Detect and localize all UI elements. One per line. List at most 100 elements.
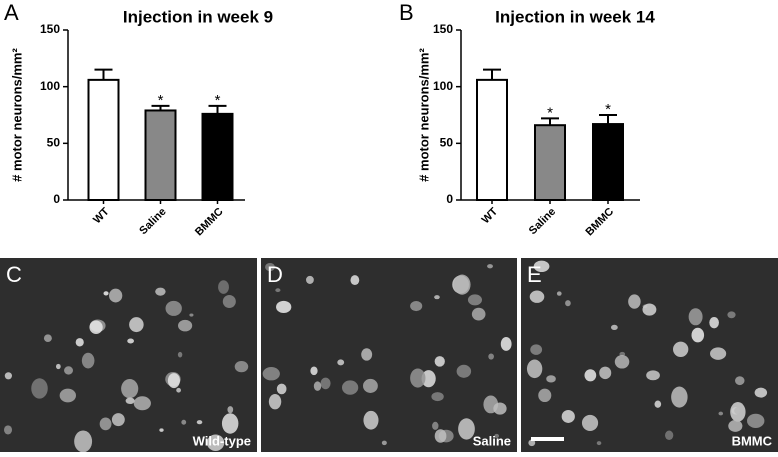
neuron bbox=[276, 383, 287, 395]
neuron bbox=[313, 381, 322, 391]
neuron bbox=[754, 387, 768, 398]
neuron bbox=[155, 287, 166, 296]
y-tick-label: 50 bbox=[47, 136, 61, 150]
bar bbox=[592, 123, 624, 201]
micrograph bbox=[261, 258, 517, 452]
neuron bbox=[181, 419, 187, 425]
significance-label: * bbox=[605, 101, 611, 118]
neuron bbox=[176, 387, 181, 393]
neuron bbox=[262, 366, 280, 381]
neuron bbox=[488, 353, 494, 360]
neuron bbox=[74, 430, 93, 453]
neuron bbox=[127, 338, 134, 344]
neuron bbox=[561, 409, 575, 423]
panel-label: B bbox=[399, 0, 414, 25]
x-tick-label: BMMC bbox=[193, 206, 226, 239]
neuron bbox=[320, 377, 331, 390]
neuron bbox=[234, 360, 249, 373]
panel-label: E bbox=[527, 262, 542, 287]
x-tick-label: Saline bbox=[137, 206, 168, 237]
neuron bbox=[341, 380, 359, 395]
neuron bbox=[99, 417, 112, 431]
neuron bbox=[599, 366, 612, 380]
x-tick-label: BMMC bbox=[583, 206, 616, 239]
neuron bbox=[189, 313, 194, 317]
neuron bbox=[227, 406, 234, 414]
y-tick-label: 150 bbox=[433, 22, 453, 36]
neuron bbox=[410, 368, 426, 388]
neuron bbox=[103, 291, 109, 296]
panel-label: C bbox=[6, 262, 22, 287]
neuron bbox=[528, 439, 536, 447]
neuron bbox=[487, 264, 493, 269]
neuron bbox=[673, 341, 689, 358]
significance-label: * bbox=[215, 92, 221, 109]
neuron bbox=[206, 434, 225, 451]
neuron bbox=[710, 347, 727, 360]
neuron bbox=[167, 373, 180, 389]
y-tick-label: 50 bbox=[440, 136, 454, 150]
bar bbox=[476, 78, 508, 201]
neuron bbox=[728, 419, 743, 432]
neuron bbox=[654, 400, 662, 408]
bar bbox=[87, 78, 120, 201]
neuron bbox=[275, 288, 281, 293]
neuron bbox=[310, 366, 318, 376]
micrograph bbox=[0, 258, 257, 453]
neuron bbox=[584, 369, 597, 382]
neuron bbox=[125, 397, 135, 405]
chart-title: Injection in week 9 bbox=[123, 7, 273, 26]
significance-label: * bbox=[158, 92, 164, 109]
neuron bbox=[111, 413, 125, 427]
neuron bbox=[709, 316, 719, 329]
neuron bbox=[434, 295, 440, 300]
panel-label: A bbox=[4, 0, 19, 25]
neuron bbox=[222, 295, 236, 309]
neuron bbox=[43, 334, 52, 343]
neuron bbox=[363, 410, 379, 430]
neuron bbox=[691, 327, 705, 343]
neuron bbox=[596, 441, 602, 446]
neuron bbox=[581, 414, 599, 431]
neuron bbox=[453, 274, 471, 295]
neuron bbox=[55, 363, 61, 370]
image-caption: Wild-type bbox=[193, 433, 251, 448]
neuron bbox=[159, 428, 164, 432]
neuron bbox=[500, 337, 512, 351]
neuron bbox=[121, 378, 139, 399]
scale-bar bbox=[531, 437, 564, 441]
neuron bbox=[177, 351, 183, 358]
neuron bbox=[614, 355, 630, 369]
neuron bbox=[59, 388, 76, 403]
neuron bbox=[165, 300, 182, 316]
neuron bbox=[735, 376, 745, 386]
neuron bbox=[646, 370, 660, 381]
bar bbox=[534, 124, 566, 201]
neuron bbox=[109, 288, 123, 303]
neuron bbox=[75, 338, 84, 347]
neuron bbox=[434, 429, 447, 443]
y-tick-label: 0 bbox=[53, 192, 60, 206]
neuron bbox=[129, 317, 144, 333]
x-tick-label: WT bbox=[480, 205, 501, 226]
neuron bbox=[410, 300, 423, 312]
neuron bbox=[337, 359, 345, 366]
neuron bbox=[221, 413, 239, 434]
neuron bbox=[619, 351, 626, 357]
image-caption: Saline bbox=[473, 433, 511, 448]
neuron bbox=[276, 300, 292, 314]
neuron bbox=[31, 378, 48, 399]
neuron bbox=[421, 370, 436, 388]
neuron bbox=[381, 440, 387, 446]
neuron bbox=[196, 420, 203, 425]
neuron bbox=[493, 402, 507, 415]
neuron bbox=[456, 364, 472, 378]
neuron bbox=[530, 344, 543, 355]
neuron bbox=[671, 386, 688, 408]
panel-label: D bbox=[267, 262, 283, 287]
neuron bbox=[3, 425, 13, 435]
neuron bbox=[178, 319, 193, 332]
neuron bbox=[133, 396, 151, 411]
neuron bbox=[363, 378, 378, 393]
